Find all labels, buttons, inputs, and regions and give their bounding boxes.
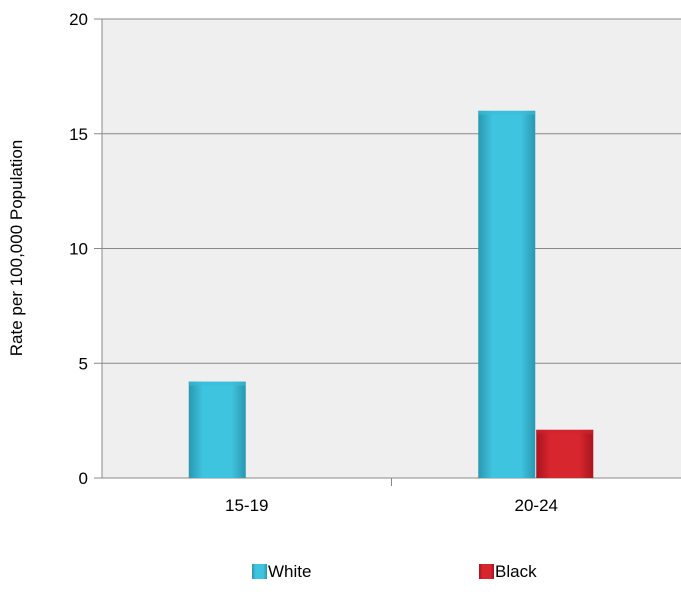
bar-white-20-24 [478, 110, 536, 479]
y-tick-label: 10 [69, 240, 88, 259]
tick-labels: 0 5 10 15 20 15-19 20-24 [69, 10, 558, 515]
bar-white-15-19 [188, 381, 246, 478]
bar-black-20-24 [536, 429, 594, 478]
y-tick-label: 15 [69, 125, 88, 144]
y-tick-label: 5 [79, 354, 88, 373]
bar-cap [478, 110, 536, 115]
legend-label-black: Black [495, 562, 537, 581]
bar-cap [188, 381, 246, 386]
y-axis-label: Rate per 100,000 Population [7, 140, 26, 356]
gridlines [102, 18, 681, 364]
legend-label-white: White [268, 562, 311, 581]
legend-swatch-black [479, 564, 494, 579]
bar-cap [536, 429, 594, 434]
x-tick-label: 15-19 [225, 496, 268, 515]
y-tick-label: 0 [79, 469, 88, 488]
legend-swatch-white [252, 564, 267, 579]
legend: White Black [252, 562, 537, 581]
y-tick-label: 20 [69, 10, 88, 29]
bars [188, 110, 594, 479]
x-tick-label: 20-24 [515, 496, 558, 515]
